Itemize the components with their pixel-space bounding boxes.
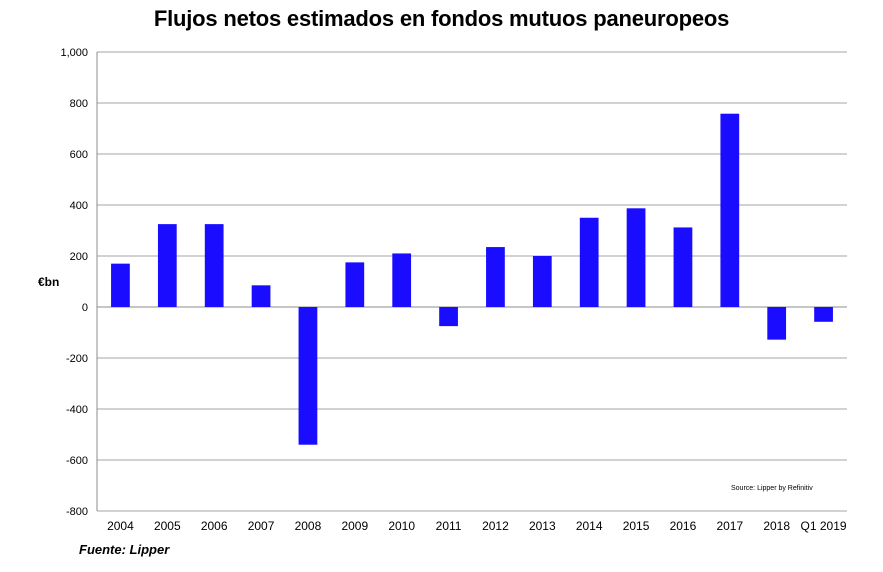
y-tick-label: 200 bbox=[70, 251, 88, 263]
bar bbox=[814, 307, 833, 322]
bar bbox=[157, 224, 177, 307]
bar bbox=[251, 285, 271, 307]
x-tick-label: 2008 bbox=[295, 519, 322, 533]
x-tick-label: Q1 2019 bbox=[801, 519, 847, 533]
x-tick-label: 2010 bbox=[388, 519, 415, 533]
x-tick-label: 2007 bbox=[248, 519, 275, 533]
bar bbox=[392, 253, 412, 307]
x-tick-label: 2005 bbox=[154, 519, 181, 533]
footer-note: Fuente: Lipper bbox=[79, 542, 170, 557]
x-tick-labels: 2004 2005 2006 2007 2008 2009 2010 2011 2012 2013… bbox=[107, 519, 847, 533]
x-tick-label: 2014 bbox=[576, 519, 603, 533]
source-note: Source: Lipper by Refinitiv bbox=[731, 485, 813, 492]
y-tick-label: 800 bbox=[70, 98, 88, 110]
bar bbox=[298, 307, 318, 445]
x-tick-label: 2015 bbox=[623, 519, 650, 533]
bar bbox=[111, 263, 130, 307]
bars bbox=[111, 113, 833, 445]
y-tick-label: 1,000 bbox=[60, 47, 88, 59]
bar bbox=[439, 307, 458, 327]
x-tick-label: 2013 bbox=[529, 519, 556, 533]
x-tick-label: 2006 bbox=[201, 519, 228, 533]
y-tick-label: -200 bbox=[66, 353, 88, 365]
y-axis-label: €bn bbox=[38, 275, 59, 289]
bar bbox=[767, 307, 787, 340]
x-tick-label: 2011 bbox=[436, 519, 462, 533]
bar bbox=[486, 247, 505, 307]
x-tick-label: 2017 bbox=[716, 519, 743, 533]
bar bbox=[532, 256, 552, 307]
chart-title: Flujos netos estimados en fondos mutuos … bbox=[153, 6, 730, 31]
bar bbox=[673, 227, 693, 307]
bar bbox=[720, 113, 740, 308]
y-tick-label: -800 bbox=[66, 506, 88, 518]
bar bbox=[345, 262, 365, 307]
y-tick-label: 400 bbox=[70, 200, 88, 212]
x-tick-label: 2016 bbox=[670, 519, 697, 533]
bar bbox=[204, 224, 224, 307]
x-tick-label: 2009 bbox=[341, 519, 368, 533]
x-tick-label: 2004 bbox=[107, 519, 134, 533]
x-tick-label: 2018 bbox=[763, 519, 790, 533]
y-tick-labels: 1,000 800 600 400 200 0 -200 -400 -600 -800 bbox=[60, 47, 88, 518]
y-tick-label: 0 bbox=[82, 302, 88, 314]
y-tick-label: 600 bbox=[70, 149, 88, 161]
bar bbox=[579, 217, 599, 307]
x-tick-label: 2012 bbox=[482, 519, 509, 533]
y-tick-label: -400 bbox=[66, 404, 88, 416]
bar bbox=[626, 208, 646, 307]
y-tick-label: -600 bbox=[66, 455, 88, 467]
